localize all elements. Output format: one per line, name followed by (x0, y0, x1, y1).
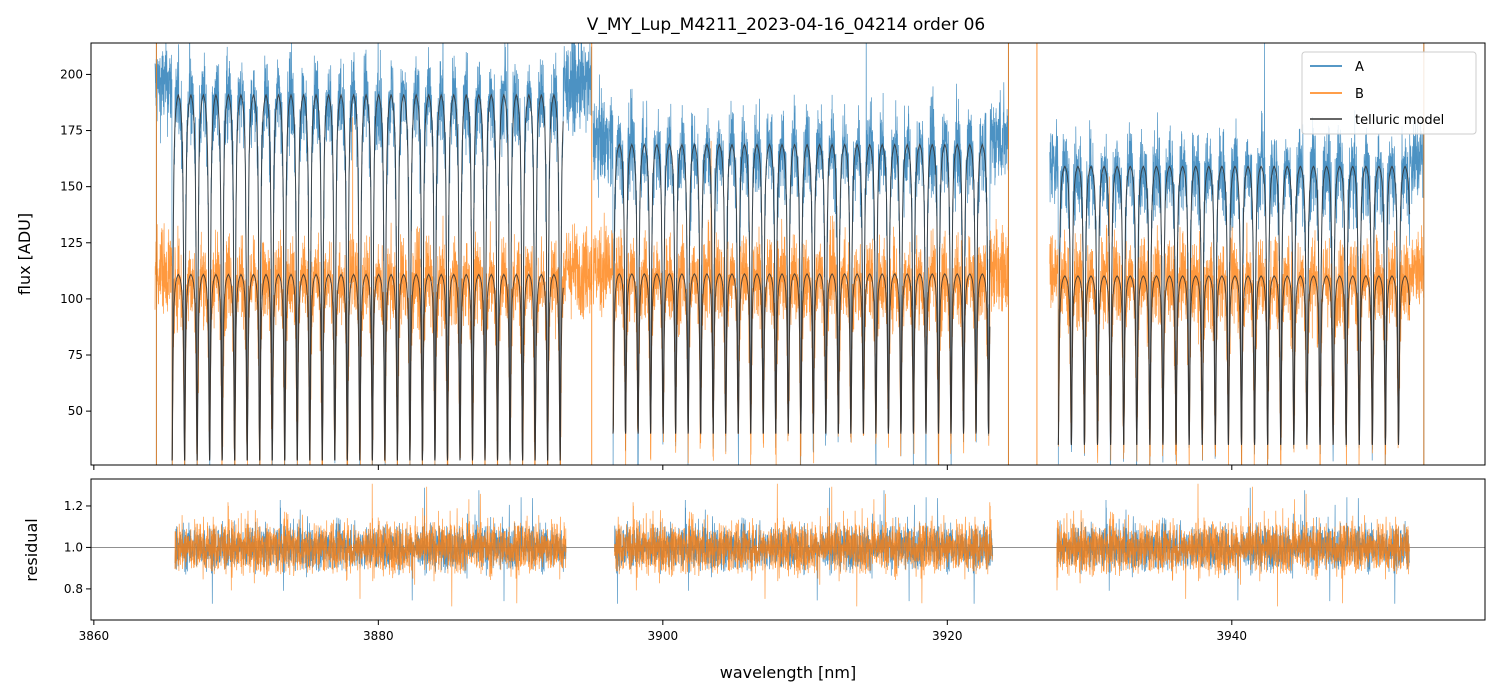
legend: A B telluric model (1301, 51, 1477, 135)
x-axis-label: wavelength [nm] (720, 663, 857, 682)
legend-box (1301, 51, 1477, 135)
flux-y-axis-label: flux [ADU] (15, 213, 34, 295)
legend-label-a: A (1355, 60, 1364, 75)
flux-ytick-label-200: 200 (60, 67, 83, 81)
residual-ytick-label-0.8: 0.8 (64, 582, 83, 596)
series-b-segment-2 (1049, 176, 1425, 465)
xtick-label-3920: 3920 (932, 629, 963, 643)
xtick-label-3860: 3860 (79, 629, 110, 643)
flux-ytick-label-50: 50 (68, 404, 83, 418)
flux-axes-frame (90, 42, 1486, 466)
residual-y-axis-label: residual (22, 518, 41, 581)
residual-b-segment-1 (614, 483, 994, 607)
residual-y-axis: 0.8 1.0 1.2 (64, 499, 91, 596)
flux-ytick-label-125: 125 (60, 236, 83, 250)
telluric-model-b-segment-0 (171, 273, 564, 461)
flux-ytick-label-100: 100 (60, 292, 83, 306)
residual-plot-area (91, 483, 1485, 607)
telluric-model-b-segment-1 (612, 273, 991, 434)
residual-x-axis: 3860 3880 3900 3920 3940 (79, 620, 1248, 643)
legend-label-b: B (1355, 87, 1364, 102)
residual-b-segment-0 (174, 483, 567, 607)
flux-ytick-label-75: 75 (68, 348, 83, 362)
flux-x-axis (93, 465, 1233, 470)
telluric-model-a-segment-2 (1057, 165, 1411, 445)
legend-label-model: telluric model (1355, 113, 1444, 128)
xtick-label-3900: 3900 (648, 629, 679, 643)
flux-plot-area (154, 43, 1425, 465)
telluric-model-b-segment-2 (1057, 275, 1411, 445)
residual-b-segment-2 (1056, 483, 1410, 607)
flux-y-axis: 50 75 100 125 150 175 200 (60, 67, 91, 418)
residual-ytick-label-1: 1.0 (64, 540, 83, 554)
chart-title: V_MY_Lup_M4211_2023-04-16_04214 order 06 (587, 15, 986, 35)
residual-axes-frame (90, 478, 1486, 621)
flux-ytick-label-175: 175 (60, 124, 83, 138)
xtick-label-3940: 3940 (1217, 629, 1248, 643)
xtick-label-3880: 3880 (363, 629, 394, 643)
flux-ytick-label-150: 150 (60, 180, 83, 194)
residual-ytick-label-1.2: 1.2 (64, 499, 83, 513)
